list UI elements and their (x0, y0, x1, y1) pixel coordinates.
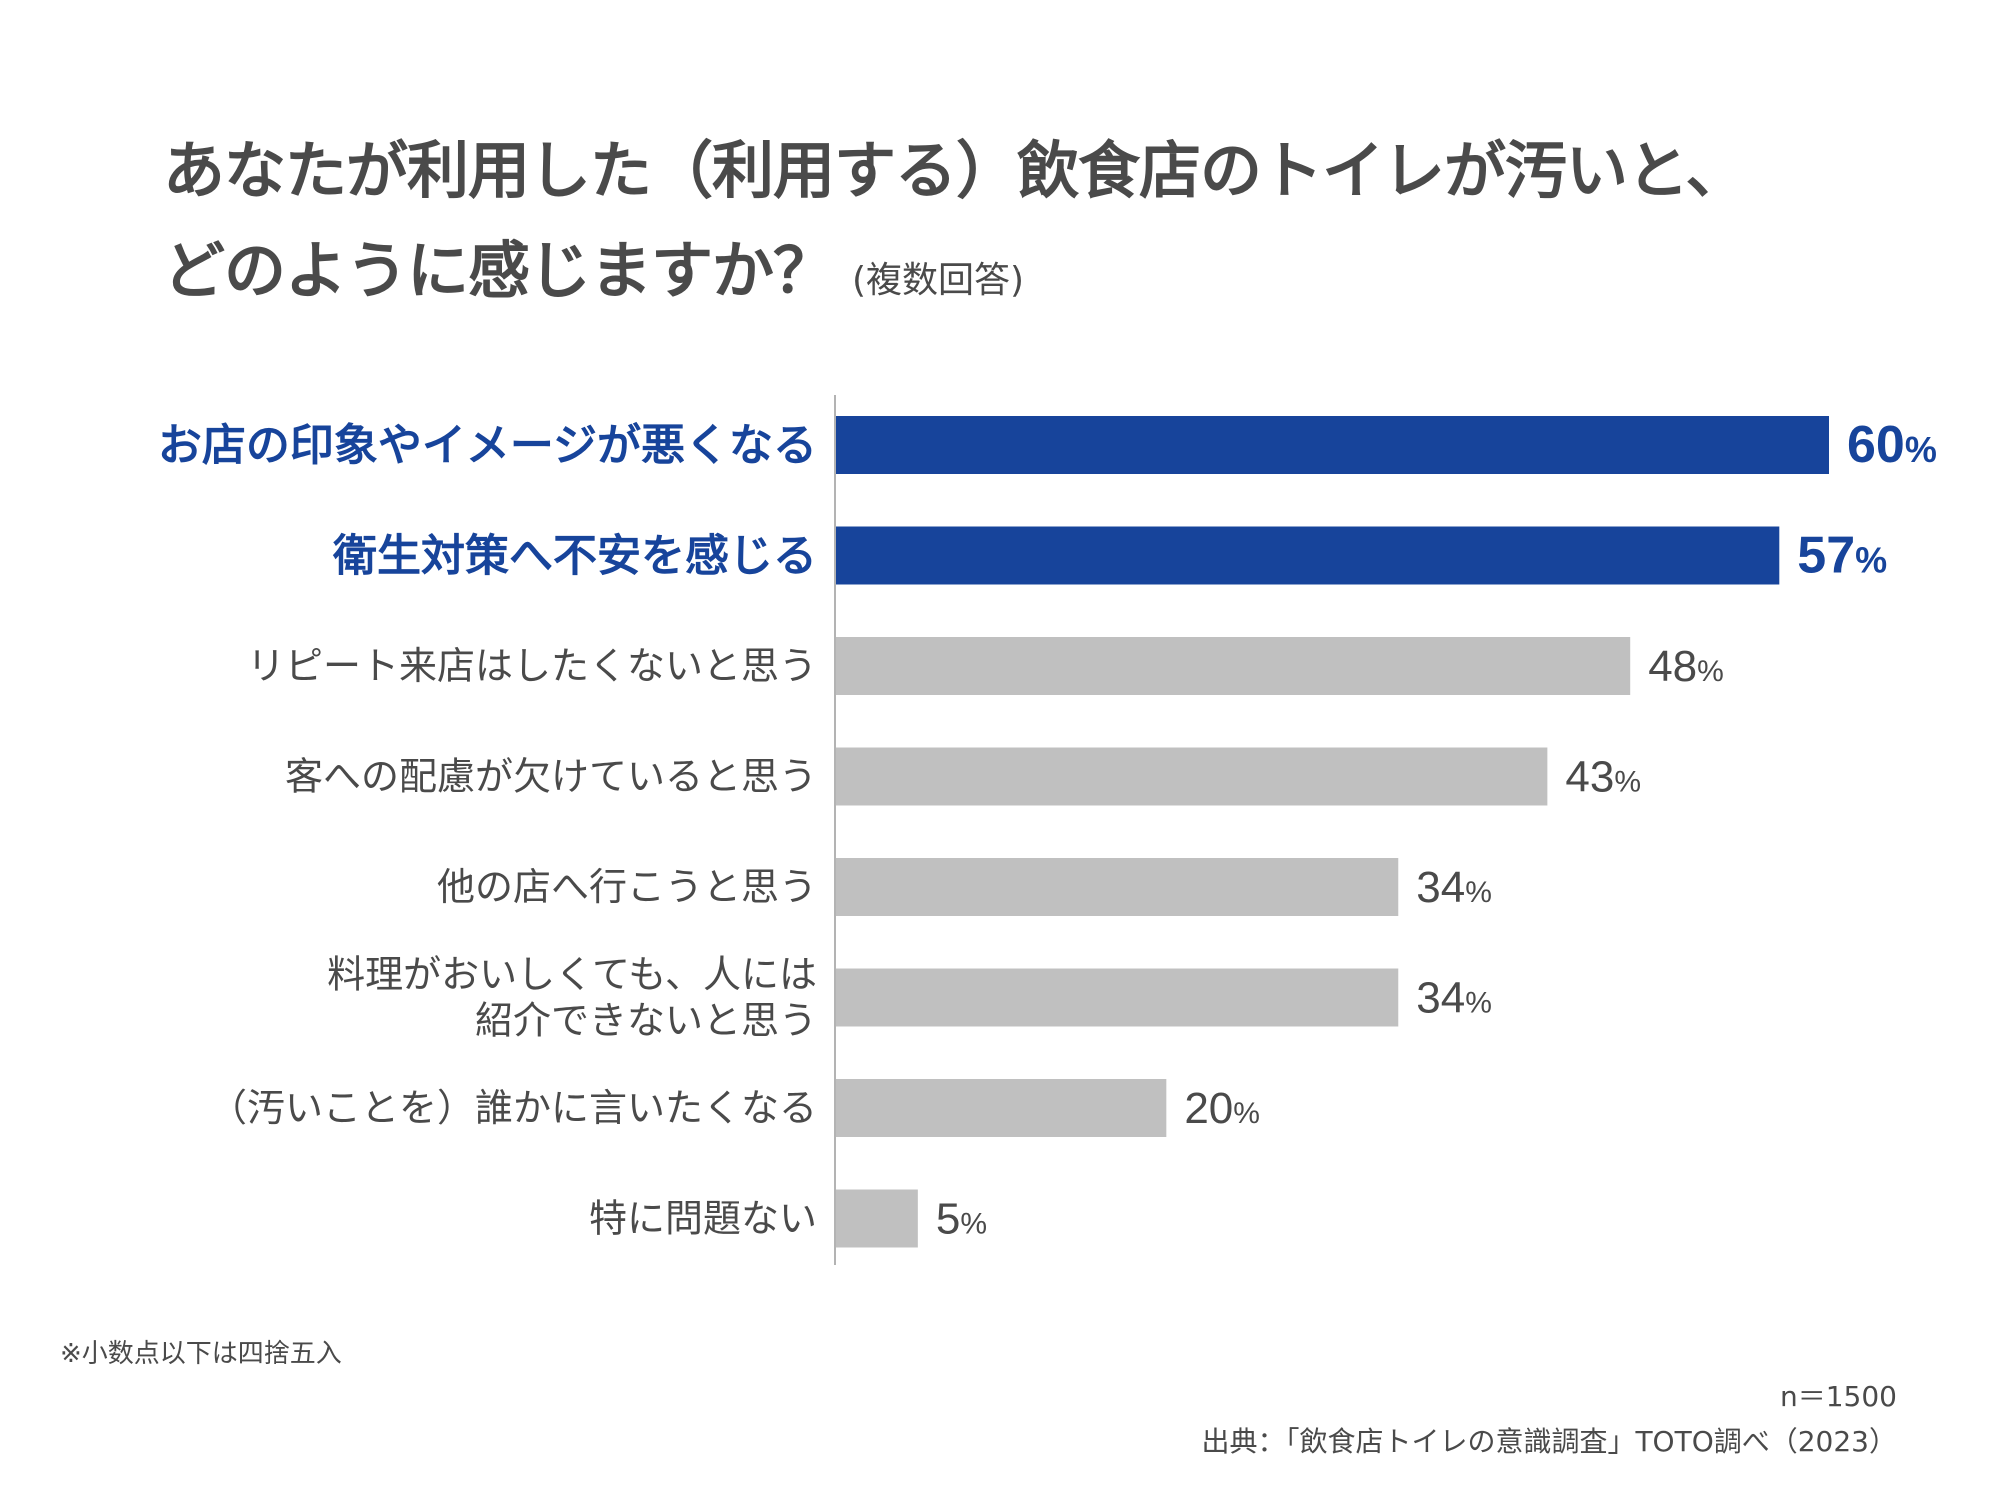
value-label-4: 34% (1416, 863, 1492, 912)
value-label-7: 5% (936, 1195, 987, 1244)
category-label-6: （汚いことを）誰かに言いたくなる (209, 1086, 817, 1130)
bar-chart: お店の印象やイメージが悪くなる 60% 衛生対策へ不安を感じる 57% リピート来店はし… (158, 395, 1937, 1265)
bar-2 (835, 637, 1631, 695)
value-label-3: 43% (1565, 753, 1641, 802)
category-label-0: お店の印象やイメージが悪くなる (158, 420, 817, 471)
value-label-6: 20% (1184, 1084, 1260, 1133)
bar-0 (835, 416, 1829, 474)
value-label-0: 60% (1847, 416, 1937, 474)
bar-5 (835, 968, 1399, 1027)
chart-subtitle: (複数回答) (852, 260, 1025, 301)
category-label-5: 料理がおいしくても、人には紹介できないと思う (327, 953, 817, 1043)
sample-size: n＝1500 (1779, 1380, 1897, 1413)
chart-title-line2-text: どのように感じますか？ (163, 234, 835, 307)
source-note: 出典：「飲食店トイレの意識調査」TOTO調べ（2023） (1201, 1425, 1897, 1458)
category-label-2: リピート来店はしたくないと思う (247, 644, 817, 688)
bar-4 (835, 858, 1399, 916)
category-label-1: 衛生対策へ不安を感じる (332, 531, 817, 582)
value-label-5: 34% (1416, 974, 1492, 1023)
footnote: ※小数点以下は四捨五入 (60, 1339, 342, 1369)
chart-title-line1: あなたが利用した（利用する）飲食店のトイレが汚いと、 (163, 134, 1748, 207)
bar-6 (835, 1079, 1167, 1137)
category-label-4: 他の店へ行こうと思う (437, 865, 817, 909)
bar-1 (835, 526, 1780, 585)
chart-title-line2: どのように感じますか？ (複数回答) (163, 240, 1024, 302)
bar-7 (835, 1189, 918, 1248)
bar-3 (835, 747, 1548, 806)
value-label-2: 48% (1648, 642, 1724, 691)
value-label-1: 57% (1797, 527, 1887, 585)
category-label-7: 特に問題ない (589, 1197, 817, 1241)
category-label-3: 客への配慮が欠けていると思う (285, 755, 817, 799)
